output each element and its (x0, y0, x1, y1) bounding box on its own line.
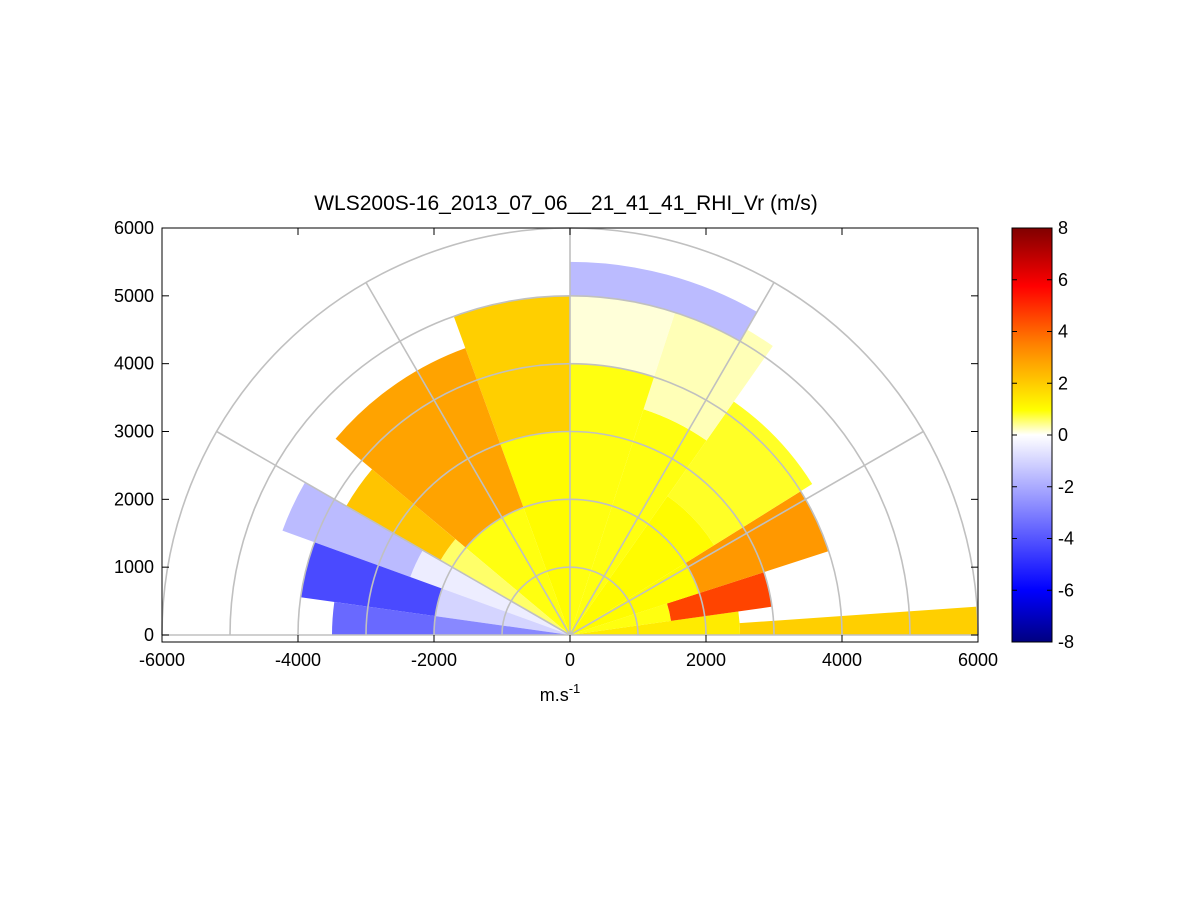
velocity-sector (570, 295, 676, 377)
x-tick-label: 0 (565, 650, 575, 670)
velocity-sector (667, 401, 813, 546)
x-axis-label: m.s-1 (540, 681, 581, 705)
velocity-sector (335, 348, 524, 548)
velocity-sector (332, 601, 436, 635)
y-tick-label: 1000 (114, 557, 154, 577)
colorbar-tick-label: 4 (1058, 322, 1068, 342)
y-tick-label: 4000 (114, 354, 154, 374)
x-tick-label: -2000 (411, 650, 457, 670)
colorbar-tick-label: -4 (1058, 529, 1074, 549)
y-tick-label: 5000 (114, 286, 154, 306)
velocity-sector (500, 431, 570, 635)
x-tick-label: 4000 (822, 650, 862, 670)
y-tick-label: 6000 (114, 218, 154, 238)
colorbar-tick-label: 0 (1058, 425, 1068, 445)
colorbar-ticks: -8 -6 -4 -2 0 2 4 6 8 (1012, 218, 1074, 652)
x-tick-label: -6000 (139, 650, 185, 670)
velocity-sector (570, 409, 707, 635)
velocity-sector (300, 542, 443, 617)
colorbar-tick-label: -6 (1058, 580, 1074, 600)
x-tick-label: 2000 (686, 650, 726, 670)
azimuth-spoke (569, 430, 924, 636)
y-ticks: 0 1000 2000 3000 4000 5000 6000 (114, 218, 978, 645)
colorbar-tick-label: -8 (1058, 632, 1074, 652)
y-tick-label: 2000 (114, 489, 154, 509)
velocity-sector (570, 261, 757, 342)
velocity-sector (685, 491, 829, 594)
velocity-sector (282, 482, 423, 577)
velocity-sector (465, 507, 570, 635)
colorbar-tick-label: 8 (1058, 218, 1068, 238)
x-tick-label: 6000 (958, 650, 998, 670)
x-axis-label-superscript: -1 (569, 681, 581, 696)
velocity-sector (570, 496, 715, 635)
x-tick-label: -4000 (275, 650, 321, 670)
velocity-sectors (282, 261, 978, 635)
velocity-sector (570, 611, 740, 635)
colorbar: -8 -6 -4 -2 0 2 4 6 8 (1011, 218, 1074, 652)
velocity-sector (570, 363, 655, 635)
plot-area: -6000 -4000 -2000 0 2000 4000 6000 0 1000 2000 30… (114, 218, 998, 670)
colorbar-ramp (1011, 227, 1053, 643)
colorbar-tick-label: 2 (1058, 373, 1068, 393)
azimuth-spoke (569, 282, 775, 636)
azimuth-spoke (216, 430, 571, 636)
velocity-sector (739, 606, 978, 635)
velocity-sector (667, 572, 773, 621)
y-tick-label: 0 (144, 625, 154, 645)
colorbar-tick-label: -2 (1058, 477, 1074, 497)
velocity-sector (346, 469, 456, 561)
x-ticks: -6000 -4000 -2000 0 2000 4000 6000 (139, 228, 998, 670)
y-tick-label: 3000 (114, 422, 154, 442)
azimuth-spoke (365, 282, 571, 636)
velocity-sector (440, 539, 570, 635)
velocity-sector (570, 603, 672, 635)
chart-title: WLS200S-16_2013_07_06__21_41_41_RHI_Vr (… (314, 192, 818, 215)
x-axis-label-text: m.s (540, 685, 569, 705)
colorbar-tick-label: 6 (1058, 270, 1068, 290)
velocity-sector (435, 588, 570, 635)
